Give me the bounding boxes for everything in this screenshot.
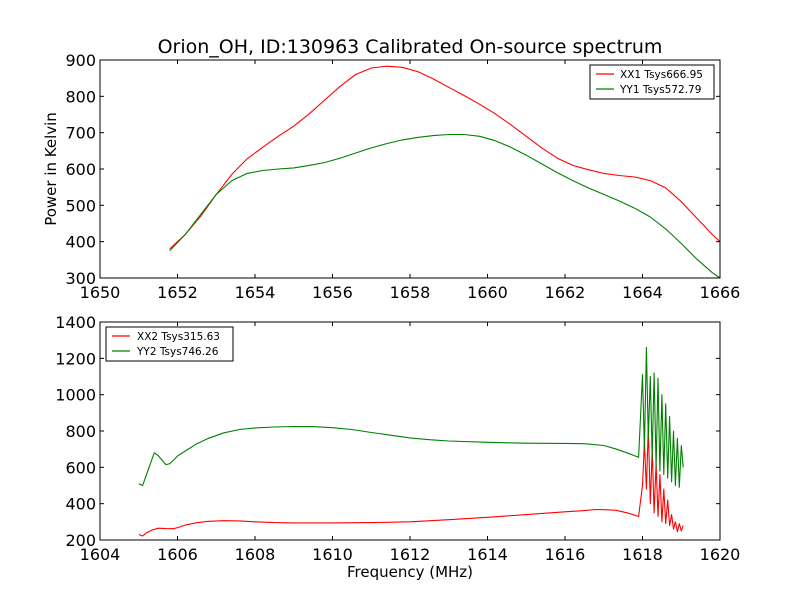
plot-top: 1650 1652 1654 1656 1658 1660 1662 1664 1666 300 4…: [42, 51, 740, 302]
top-series-lines: [169, 65, 721, 279]
x-tick-label: 1610: [312, 545, 353, 564]
x-tick-label: 1664: [622, 283, 663, 302]
legend-label-yy1: YY1 Tsys572.79: [619, 84, 701, 96]
y-tick-label: 1400: [55, 313, 96, 332]
x-tick-label: 1614: [467, 545, 508, 564]
legend-label-xx1: XX1 Tsys666.95: [620, 69, 703, 81]
y-tick-label: 400: [65, 233, 96, 252]
y-tick-label: 1200: [55, 349, 96, 368]
bottom-legend: XX2 Tsys315.63 YY2 Tsys746.26: [105, 326, 234, 362]
x-tick-label: 1606: [157, 545, 198, 564]
x-tick-label: 1618: [622, 545, 663, 564]
plot-bottom: 1604 1606 1608 1610 1612 1614 1616 1618 1620 200 4…: [55, 313, 740, 581]
series-line-top-1: [169, 65, 721, 250]
x-axis-label-bottom: Frequency (MHz): [347, 563, 473, 581]
x-tick-label: 1616: [545, 545, 586, 564]
bottom-axis-ticks: 1604 1606 1608 1610 1612 1614 1616 1618 1620 200 4…: [55, 313, 740, 564]
chart-title: Orion_OH, ID:130963 Calibrated On-source…: [158, 36, 663, 58]
x-tick-label: 1620: [700, 545, 741, 564]
x-tick-label: 1662: [545, 283, 586, 302]
x-tick-label: 1654: [235, 283, 276, 302]
legend-label-yy2: YY2 Tsys746.26: [136, 346, 219, 358]
legend-label-xx2: XX2 Tsys315.63: [137, 331, 220, 343]
x-tick-label: 1652: [157, 283, 198, 302]
x-tick-label: 1660: [467, 283, 508, 302]
top-legend: XX1 Tsys666.95 YY1 Tsys572.79: [589, 64, 715, 100]
x-tick-label: 1608: [235, 545, 276, 564]
bottom-series-lines: [138, 346, 684, 537]
series-line-top-2: [169, 133, 721, 279]
x-tick-label: 1604: [80, 545, 121, 564]
y-tick-label: 400: [65, 495, 96, 514]
y-tick-label: 900: [65, 51, 96, 70]
y-axis-label-top: Power in Kelvin: [42, 112, 60, 226]
y-tick-label: 800: [65, 422, 96, 441]
y-tick-label: 500: [65, 196, 96, 215]
x-tick-label: 1666: [700, 283, 741, 302]
x-tick-label: 1612: [390, 545, 431, 564]
y-tick-label: 200: [65, 531, 96, 550]
series-line-bottom-2: [138, 346, 684, 488]
y-tick-label: 300: [65, 269, 96, 288]
y-tick-label: 1000: [55, 386, 96, 405]
top-axis-ticks: 1650 1652 1654 1656 1658 1660 1662 1664 1666 300 4…: [65, 51, 740, 302]
x-tick-label: 1658: [390, 283, 431, 302]
y-tick-label: 700: [65, 124, 96, 143]
y-tick-label: 600: [65, 458, 96, 477]
y-tick-label: 600: [65, 160, 96, 179]
y-tick-label: 800: [65, 87, 96, 106]
x-tick-label: 1656: [312, 283, 353, 302]
series-line-bottom-1: [138, 426, 684, 537]
x-tick-label: 1650: [80, 283, 121, 302]
